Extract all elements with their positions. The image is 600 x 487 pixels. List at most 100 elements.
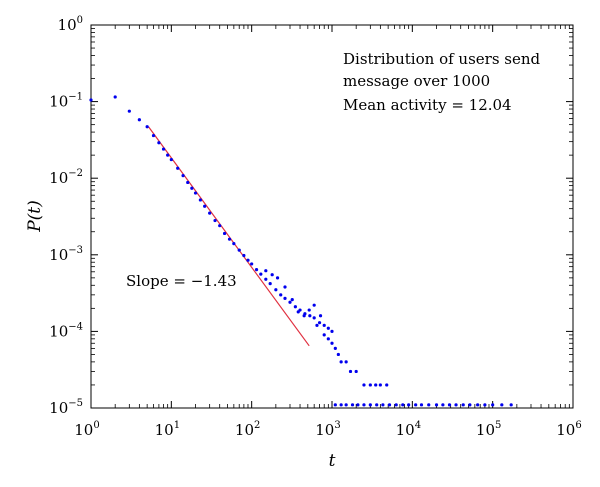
data-point	[387, 403, 392, 407]
data-point	[362, 403, 366, 407]
data-point	[374, 383, 378, 387]
data-point	[414, 403, 418, 407]
data-point	[250, 262, 254, 266]
y-tick-label: 100	[58, 15, 83, 34]
data-point	[268, 282, 272, 286]
data-point	[264, 277, 268, 281]
data-point	[483, 403, 487, 407]
data-point	[381, 403, 385, 407]
annotation-title-line1: Distribution of users send	[343, 50, 541, 68]
data-point	[427, 403, 431, 407]
data-point	[270, 273, 274, 277]
data-point	[322, 333, 326, 337]
data-point	[375, 403, 379, 407]
data-point	[288, 300, 292, 304]
data-point	[227, 237, 232, 241]
data-point	[362, 383, 366, 387]
data-point	[407, 403, 411, 407]
data-point	[312, 316, 316, 320]
data-point	[302, 314, 306, 318]
data-point	[385, 383, 389, 387]
data-point	[113, 95, 117, 99]
annotation-mean-activity: Mean activity = 12.04	[343, 96, 512, 114]
data-point	[169, 157, 173, 162]
data-point	[509, 403, 513, 407]
data-point	[476, 403, 480, 407]
data-point	[350, 403, 355, 407]
data-point	[356, 403, 360, 407]
data-point	[274, 288, 278, 292]
ticks	[90, 24, 574, 409]
data-point	[203, 204, 207, 208]
y-tick-label: 10−4	[49, 321, 83, 340]
data-point	[394, 403, 398, 407]
data-point	[290, 298, 294, 302]
data-point	[246, 258, 250, 262]
data-point	[344, 403, 348, 407]
data-point	[237, 248, 241, 252]
data-point	[344, 360, 348, 364]
data-point	[190, 186, 194, 190]
y-tick-label: 10−3	[49, 245, 83, 264]
data-point	[307, 308, 311, 312]
data-point	[491, 403, 495, 407]
data-point	[279, 293, 283, 297]
data-point	[322, 323, 326, 327]
data-point	[293, 305, 297, 309]
data-point	[317, 321, 322, 325]
data-point	[157, 141, 161, 145]
data-point	[166, 153, 170, 157]
data-point	[401, 403, 405, 407]
data-point	[339, 403, 343, 407]
data-point	[330, 329, 334, 333]
data-point	[378, 383, 382, 387]
data-point	[127, 109, 131, 113]
data-point	[283, 296, 287, 300]
data-point	[312, 303, 316, 307]
data-point	[275, 276, 280, 280]
plot-frame	[90, 24, 574, 409]
data-point	[330, 341, 334, 345]
data-point	[368, 403, 372, 407]
x-tick-label: 100	[74, 420, 99, 439]
data-point	[137, 118, 141, 122]
points-group	[89, 95, 513, 407]
data-point	[198, 198, 202, 202]
data-point	[259, 272, 263, 276]
data-point	[454, 403, 458, 407]
data-point	[315, 323, 319, 327]
fit-line-group	[148, 126, 310, 347]
data-point	[222, 231, 227, 236]
y-tick-label: 10−5	[49, 398, 83, 417]
data-point	[434, 403, 439, 407]
data-point	[242, 253, 246, 258]
data-point	[283, 285, 287, 289]
data-point	[333, 346, 337, 350]
data-point	[447, 403, 452, 407]
annotation-title-line2: message over 1000	[343, 72, 490, 90]
x-tick-label: 101	[155, 420, 180, 439]
data-point	[193, 191, 198, 195]
data-point	[296, 310, 300, 314]
data-point	[339, 360, 343, 364]
data-point	[218, 224, 222, 228]
x-tick-label: 104	[396, 420, 421, 439]
data-point	[500, 403, 504, 407]
data-point	[348, 369, 353, 374]
data-point	[468, 403, 472, 407]
x-tick-label: 102	[235, 420, 260, 439]
data-point	[145, 125, 149, 129]
data-point	[264, 269, 268, 273]
data-point	[89, 98, 93, 102]
data-point	[333, 403, 337, 407]
data-point	[308, 314, 312, 318]
y-tick-label: 10−1	[49, 92, 83, 111]
data-point	[213, 218, 217, 223]
data-point	[151, 133, 156, 138]
x-tick-label: 106	[556, 420, 581, 439]
data-point	[254, 268, 259, 272]
data-point	[161, 147, 166, 151]
data-point	[441, 403, 445, 407]
data-point	[181, 174, 185, 178]
